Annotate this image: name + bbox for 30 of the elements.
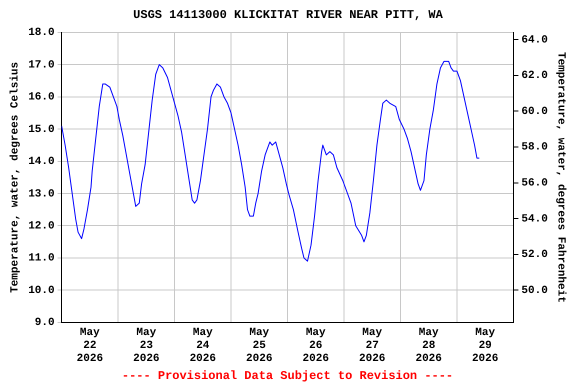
- x-tick-label: May 28 2026: [415, 326, 442, 366]
- y-tick-label: 13.0: [28, 188, 55, 200]
- y-tick-label: 18.0: [28, 27, 55, 40]
- x-tick-label: May 26 2026: [302, 326, 329, 366]
- y-axis-title: Temperature, water, degrees Celsius: [9, 62, 22, 293]
- y2-tick-label: 56.0: [521, 178, 548, 190]
- y-tick-label: 14.0: [28, 156, 55, 168]
- x-tick-label: May 24 2026: [190, 326, 216, 366]
- y2-tick-label: 64.0: [521, 34, 548, 46]
- y-tick-label: 9.0: [34, 317, 55, 330]
- y-tick-label: 15.0: [28, 124, 55, 136]
- x-tick-label: May 22 2026: [76, 326, 104, 366]
- y2-axis-title: Temperature, water, degrees Fahrenheit: [554, 52, 567, 303]
- y2-tick-label: 58.0: [521, 142, 548, 154]
- y-tick-label: 12.0: [28, 220, 55, 232]
- x-tick-label: May 29 2026: [472, 326, 498, 366]
- y-tick-label: 10.0: [28, 284, 55, 297]
- chart-title: USGS 14113000 KLICKITAT RIVER NEAR PITT, WA: [133, 8, 444, 22]
- x-tick-label: May 23 2026: [133, 326, 160, 366]
- y-tick-label: 16.0: [28, 92, 55, 104]
- y2-tick-label: 54.0: [521, 213, 548, 226]
- x-tick-label: May 25 2026: [246, 326, 272, 366]
- y-tick-label: 11.0: [28, 252, 55, 265]
- y2-tick-label: 50.0: [521, 284, 548, 297]
- y2-tick-label: 60.0: [521, 106, 548, 118]
- y2-tick-label: 62.0: [521, 70, 548, 82]
- y-tick-label: 17.0: [28, 59, 55, 72]
- x-tick-label: May 27 2026: [359, 326, 386, 366]
- text: ---- Provisional Data Subject to Revision ----: [122, 369, 454, 384]
- y2-tick-label: 52.0: [521, 249, 548, 262]
